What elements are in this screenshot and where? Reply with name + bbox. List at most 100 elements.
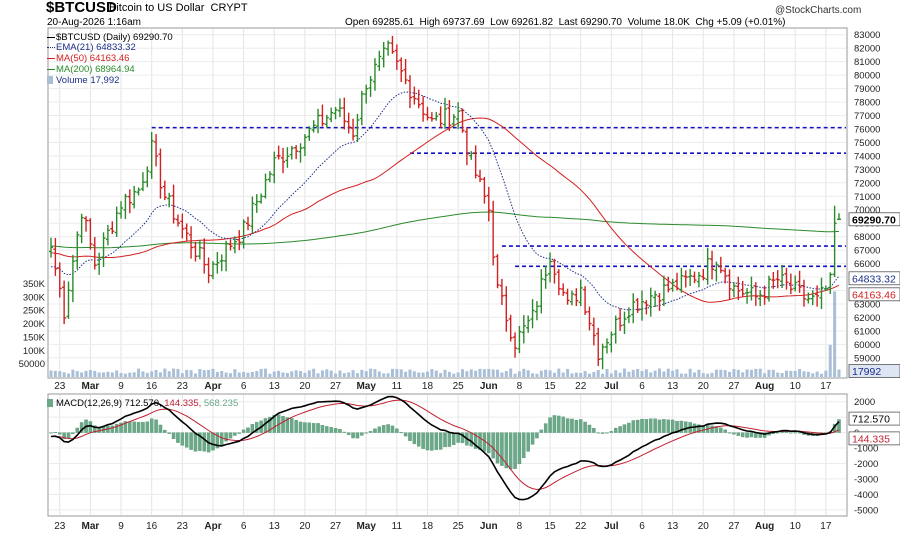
ohlc-bar <box>329 107 334 123</box>
volume-bar <box>417 372 421 377</box>
x-tick-label: 13 <box>667 381 679 392</box>
ohlc-bar <box>679 267 684 293</box>
description-text: Bitcoin to US Dollar <box>109 2 205 14</box>
volume-bar <box>517 371 521 377</box>
macd-histogram-bar <box>793 432 797 434</box>
volume-bar <box>627 371 631 377</box>
volume-bar <box>189 370 193 377</box>
ohlc-bar <box>425 106 430 121</box>
volume-bar <box>491 369 495 377</box>
volume-tick-label: 150K <box>23 332 46 343</box>
volume-bar <box>776 372 780 377</box>
macd-histogram-bar <box>88 421 93 433</box>
x-tick-label: 25 <box>453 381 465 392</box>
x-tick-label: 22 <box>575 381 587 392</box>
volume-bar <box>207 369 211 377</box>
x-tick-label: 6 <box>241 521 247 532</box>
volume-bar <box>509 368 513 377</box>
ohlc-bar <box>622 311 627 335</box>
legend-hist-value: 568.235 <box>203 398 239 409</box>
change-value: +5.09 (+0.01%) <box>716 17 786 28</box>
ohlc-bar <box>224 240 229 272</box>
ohlc-bar <box>517 326 522 354</box>
macd-histogram-bar <box>635 419 640 433</box>
volume-bar <box>741 372 745 377</box>
macd-histogram-bar <box>233 432 237 436</box>
macd-histogram-bar <box>211 432 215 451</box>
ohlc-bar <box>788 273 793 295</box>
volume-bar <box>377 371 381 377</box>
volume-bar <box>636 368 640 377</box>
macd-histogram-bar <box>285 417 290 433</box>
volume-bar <box>592 371 596 377</box>
ohlc-bar <box>766 275 771 302</box>
y-tick-label: 76000 <box>854 124 880 135</box>
ohlc-bar <box>346 112 351 134</box>
volume-bar <box>749 369 753 377</box>
macd-histogram-bar <box>552 415 557 433</box>
legend-ma50-swatch <box>47 57 55 59</box>
macd-value-tag-box <box>848 411 900 426</box>
volume-bar <box>325 369 329 377</box>
y-tick-label: 79000 <box>854 84 880 95</box>
ohlc-bar <box>434 111 439 121</box>
x-tick-label: 20 <box>698 381 710 392</box>
volume-bar <box>237 372 241 377</box>
legend-main: $BTCUSD (Daily) 69290.70 <box>47 32 173 43</box>
ohlc-bar <box>495 254 500 289</box>
y-tick-label: 70000 <box>854 205 880 216</box>
volume-bar <box>478 368 482 377</box>
ohlc-bar <box>364 84 369 104</box>
y-tick-label: 61000 <box>854 326 880 337</box>
volume-tick-label: 200K <box>23 319 46 330</box>
ohlc-bar <box>456 102 461 130</box>
volume-bar <box>71 369 75 377</box>
macd-y-tick-label: 2000 <box>854 397 875 408</box>
x-tick-label: 9 <box>118 381 124 392</box>
macd-histogram-bar <box>184 432 189 448</box>
volume-bar <box>220 371 224 377</box>
volume-bar <box>539 370 543 377</box>
macd-histogram-bar <box>622 424 627 433</box>
macd-histogram-bar <box>762 432 767 438</box>
ohlc-bar <box>543 265 548 289</box>
ohlc-bar <box>780 264 785 289</box>
ohlc-bar <box>136 187 141 196</box>
volume-bar <box>180 373 184 377</box>
ohlc-bar <box>132 185 137 209</box>
macd-histogram-bar <box>237 432 241 434</box>
x-tick-label: 13 <box>667 521 679 532</box>
macd-histogram-bar <box>219 432 224 446</box>
ohlc-bar <box>832 205 837 278</box>
macd-histogram-bar <box>377 426 382 433</box>
macd-histogram-bar <box>469 432 474 447</box>
macd-histogram-bar <box>649 418 653 433</box>
volume-bar <box>548 370 552 377</box>
volume-bar <box>193 373 197 377</box>
macd-histogram-bar <box>79 422 84 433</box>
macd-histogram-bar <box>303 422 307 433</box>
ohlc-bar <box>215 252 220 274</box>
volume-bar <box>671 370 675 377</box>
macd-histogram-bar <box>53 432 58 434</box>
ohlc-bar <box>110 221 115 234</box>
ohlc-bar <box>324 114 329 128</box>
macd-histogram-bar <box>416 432 421 447</box>
volume-bar <box>780 373 784 377</box>
macd-histogram-bar <box>149 418 154 433</box>
ohlc-bar <box>197 240 202 260</box>
ohlc-bar <box>705 247 710 285</box>
volume-bar <box>693 372 697 377</box>
x-tick-label: Jul <box>604 521 619 532</box>
ohlc-bar <box>105 225 110 246</box>
volume-bar <box>404 371 408 377</box>
macd-histogram-bar <box>732 432 736 435</box>
macd-histogram-bar <box>587 424 592 433</box>
macd-histogram-bar <box>399 432 403 434</box>
macd-histogram-bar <box>517 432 522 465</box>
macd-histogram-bar <box>443 432 447 448</box>
macd-histogram-bar <box>565 418 570 433</box>
legend-macd-label: MACD(12,26,9) <box>56 398 122 409</box>
volume-bar <box>329 370 333 377</box>
